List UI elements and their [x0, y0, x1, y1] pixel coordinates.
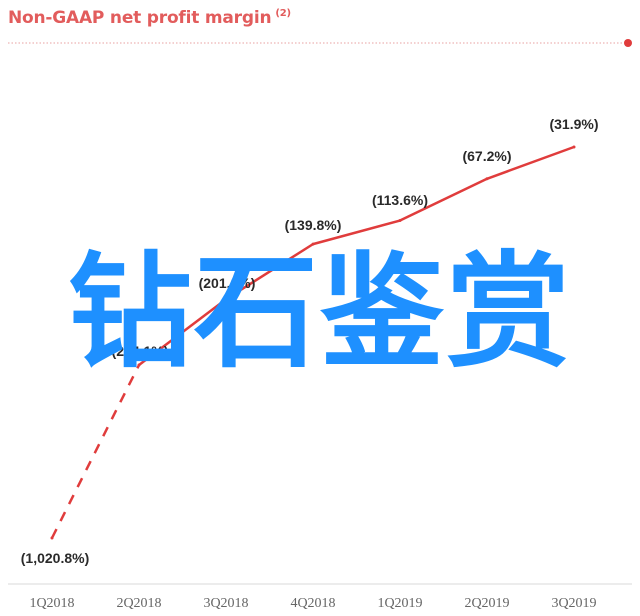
series-segment [486, 145, 575, 180]
series-line-group [50, 145, 576, 540]
data-point-2Q2018 [137, 363, 141, 367]
series-segment [312, 219, 401, 246]
x-tick-label-3Q2018: 3Q2018 [203, 596, 248, 611]
data-point-3Q2018 [224, 297, 228, 301]
title-underline-end-dot [624, 39, 632, 47]
chart-title-text: Non-GAAP net profit margin [8, 8, 272, 28]
x-tick-label-2Q2019: 2Q2019 [464, 596, 509, 611]
data-label-2Q2019: (67.2%) [462, 148, 511, 164]
x-tick-label-3Q2019: 3Q2019 [551, 596, 596, 611]
data-label-1Q2019: (113.6%) [372, 192, 428, 208]
data-point-2Q2019 [485, 177, 489, 181]
x-tick-labels-group: 1Q2018 2Q2018 3Q2018 4Q2018 1Q2019 2Q2019 3Q20… [29, 596, 596, 611]
x-tick-label-1Q2018: 1Q2018 [29, 596, 74, 611]
chart-title-note: (2) [275, 8, 291, 19]
watermark-text: 钻石鉴赏 [67, 241, 572, 385]
data-point-1Q2018 [50, 536, 54, 540]
series-segment [138, 298, 227, 366]
series-segment [225, 243, 314, 301]
series-segment [399, 177, 488, 222]
x-tick-label-1Q2019: 1Q2019 [377, 596, 422, 611]
series-segment-dashed [50, 364, 141, 539]
data-point-4Q2018 [311, 242, 315, 246]
x-tick-label-2Q2018: 2Q2018 [116, 596, 161, 611]
data-point-3Q2019 [572, 145, 576, 149]
data-label-1Q2018: (1,020.8%) [21, 550, 89, 566]
data-label-3Q2018: (201.0%) [199, 275, 256, 291]
x-tick-label-4Q2018: 4Q2018 [290, 596, 335, 611]
chart-title: Non-GAAP net profit margin (2) [8, 8, 291, 28]
data-labels-group: (1,020.8%) (274.1%) (201.0%) (139.8%) (113.6… [21, 116, 599, 566]
data-label-3Q2019: (31.9%) [549, 116, 598, 132]
data-label-4Q2018: (139.8%) [285, 217, 342, 233]
data-point-1Q2019 [398, 219, 402, 223]
data-label-2Q2018: (274.1%) [112, 343, 169, 359]
